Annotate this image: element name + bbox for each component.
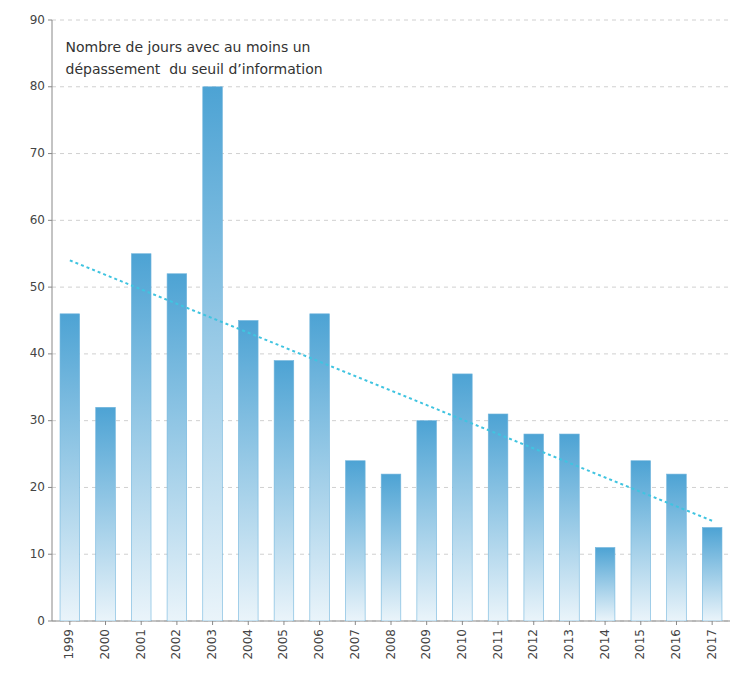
bar — [131, 254, 151, 621]
bar — [631, 461, 651, 621]
grid — [52, 20, 730, 621]
x-tick — [640, 621, 641, 625]
x-tick-label: 2007 — [348, 629, 362, 660]
chart: 0 10 20 30 40 50 60 70 80 90 1999 2000 2001 2002 2003 2… — [0, 0, 750, 683]
y-tick — [48, 420, 52, 421]
y-tick — [48, 86, 52, 87]
y-tick — [48, 487, 52, 488]
x-tick-label: 2011 — [491, 629, 505, 660]
y-tick — [48, 353, 52, 354]
x-tick-label: 2008 — [384, 629, 398, 660]
x-tick-label: 2004 — [241, 629, 255, 660]
y-tick — [48, 621, 52, 622]
grid-line — [52, 153, 730, 154]
x-tick — [605, 621, 606, 625]
x-tick-label: 2005 — [276, 629, 290, 660]
y-tick-label: 0 — [37, 614, 45, 628]
x-tick — [569, 621, 570, 625]
annotation: Nombre de jours avec au moins un dépassem… — [66, 39, 323, 77]
y-tick — [48, 220, 52, 221]
chart-container: 0 10 20 30 40 50 60 70 80 90 1999 2000 2001 2002 2003 2… — [0, 0, 750, 683]
x-tick — [712, 621, 713, 625]
x-tick — [319, 621, 320, 625]
bar — [453, 374, 473, 621]
x-tick — [533, 621, 534, 625]
x-tick-label: 2016 — [669, 629, 683, 660]
annotation-line: Nombre de jours avec au moins un — [66, 39, 311, 55]
y-tick-label: 90 — [30, 13, 45, 27]
grid-line — [52, 287, 730, 288]
y-tick-label: 40 — [30, 346, 45, 360]
grid-line — [52, 86, 730, 87]
x-tick — [676, 621, 677, 625]
x-tick-label: 2013 — [562, 629, 576, 660]
y-tick-label: 80 — [30, 79, 45, 93]
x-tick-label: 2015 — [633, 629, 647, 660]
bar — [417, 421, 437, 621]
y-axis-line — [52, 20, 53, 621]
x-tick — [141, 621, 142, 625]
bar — [524, 434, 544, 621]
grid-line — [52, 420, 730, 421]
x-tick — [355, 621, 356, 625]
x-tick-label: 2001 — [134, 629, 148, 660]
x-tick-label: 1999 — [62, 629, 76, 660]
y-tick — [48, 153, 52, 154]
x-tick-label: 2012 — [526, 629, 540, 660]
x-tick-label: 2014 — [598, 629, 612, 660]
x-tick — [105, 621, 106, 625]
x-tick — [248, 621, 249, 625]
y-tick-label: 20 — [30, 480, 45, 494]
bar — [238, 321, 258, 622]
y-tick — [48, 287, 52, 288]
x-tick — [462, 621, 463, 625]
x-tick-label: 2000 — [98, 629, 112, 660]
x-tick — [426, 621, 427, 625]
x-tick-label: 2002 — [169, 629, 183, 660]
x-tick-label: 2017 — [705, 629, 719, 660]
bar — [274, 361, 294, 621]
x-tick — [69, 621, 70, 625]
x-tick — [283, 621, 284, 625]
bar — [667, 474, 687, 621]
bar — [310, 314, 330, 621]
y-tick-label: 30 — [30, 413, 45, 427]
bar — [96, 407, 116, 621]
bar — [595, 548, 615, 621]
x-tick-label: 2009 — [419, 629, 433, 660]
bar — [60, 314, 80, 621]
bar — [203, 87, 223, 621]
x-tick-label: 2010 — [455, 629, 469, 660]
bar — [702, 528, 722, 621]
grid-line — [52, 20, 730, 21]
axes: 0 10 20 30 40 50 60 70 80 90 1999 2000 2001 2002 2003 2… — [30, 13, 730, 660]
y-tick-label: 50 — [30, 280, 45, 294]
y-tick-label: 10 — [30, 547, 45, 561]
bar — [381, 474, 401, 621]
bars — [60, 87, 722, 621]
y-tick — [48, 20, 52, 21]
bar — [346, 461, 366, 621]
bar — [167, 274, 187, 621]
grid-line — [52, 353, 730, 354]
x-tick — [176, 621, 177, 625]
trend-line — [70, 260, 712, 520]
bar — [560, 434, 580, 621]
bar — [488, 414, 508, 621]
x-tick-label: 2006 — [312, 629, 326, 660]
x-tick — [391, 621, 392, 625]
y-tick — [48, 554, 52, 555]
y-tick-label: 60 — [30, 213, 45, 227]
grid-line — [52, 220, 730, 221]
x-tick — [212, 621, 213, 625]
y-tick-label: 70 — [30, 146, 45, 160]
x-tick — [498, 621, 499, 625]
annotation-line: dépassement du seuil d’information — [66, 61, 323, 77]
x-tick-label: 2003 — [205, 629, 219, 660]
